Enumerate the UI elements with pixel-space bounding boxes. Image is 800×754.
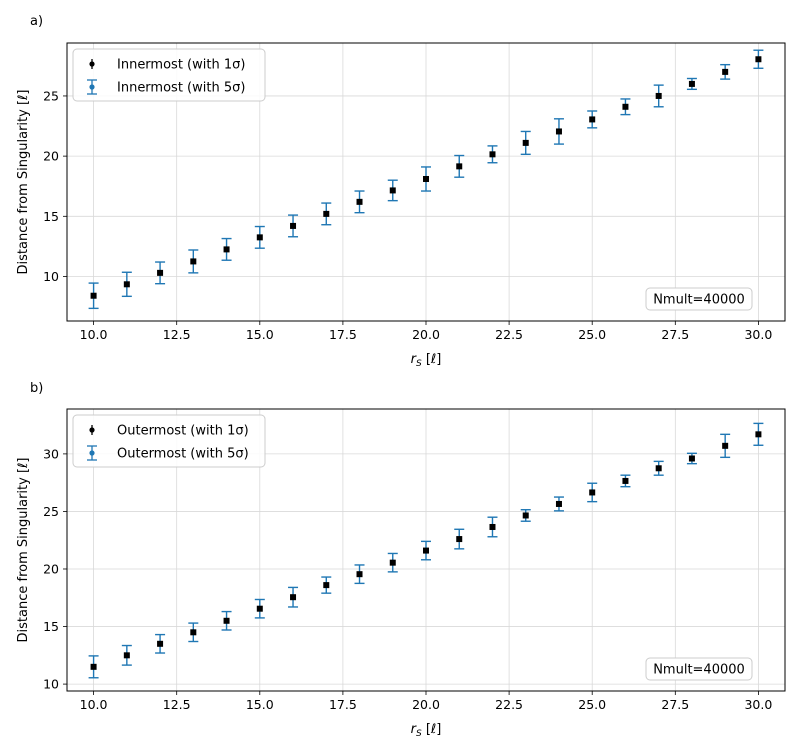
y-tick-label: 15 — [43, 209, 59, 224]
data-point — [622, 477, 629, 484]
data-point — [423, 547, 429, 554]
data-point — [456, 536, 463, 543]
x-tick-label: 15.0 — [246, 697, 274, 712]
axes-frame — [66, 42, 786, 322]
x-tick-label: 20.0 — [412, 327, 440, 342]
data-point — [522, 512, 529, 519]
legend-marker-dot — [89, 427, 95, 433]
legend-label: Innermost (with 5σ) — [117, 81, 245, 96]
data-point — [423, 175, 429, 182]
data-point — [223, 617, 230, 624]
data-point — [589, 116, 596, 123]
data-point — [522, 139, 529, 146]
data-point — [190, 629, 197, 636]
legend-label: Outermost (with 1σ) — [117, 424, 249, 439]
chart-panel-a: a) 10.0 12.5 15.0 17.5 20.0 22.5 25.0 27.5 30.0 10… — [16, 14, 786, 369]
data-point — [722, 68, 729, 75]
legend: Outermost (with 1σ) Outermost (with 5σ) — [72, 414, 266, 468]
x-tick-label: 25.0 — [578, 327, 606, 342]
x-tick-label: 27.5 — [661, 697, 689, 712]
data-point — [688, 455, 695, 462]
data-point — [323, 210, 330, 217]
data-point — [589, 489, 596, 496]
data-point — [223, 246, 230, 253]
annotation-box — [645, 287, 753, 311]
data-point — [190, 258, 197, 265]
data-point — [555, 500, 562, 507]
y-tick-label: 15 — [43, 619, 59, 634]
data-point — [655, 465, 662, 472]
x-tick-label: 30.0 — [744, 697, 772, 712]
legend-label: Innermost (with 1σ) — [117, 58, 245, 73]
data-point — [389, 559, 396, 566]
annotation-text: Nmult=40000 — [653, 293, 745, 308]
legend-box — [72, 414, 266, 468]
x-tick-label: 25.0 — [578, 697, 606, 712]
x-tick-label: 15.0 — [246, 327, 274, 342]
y-tick-label: 30 — [43, 446, 59, 461]
data-point — [755, 56, 762, 63]
x-tick-label: 30.0 — [744, 327, 772, 342]
y-tick-label: 25 — [43, 88, 59, 103]
x-tick-label: 20.0 — [412, 697, 440, 712]
x-tick-label: 10.0 — [80, 327, 108, 342]
x-tick-label: 10.0 — [80, 697, 108, 712]
x-tick-label: 17.5 — [329, 697, 357, 712]
panel-label: a) — [30, 14, 43, 29]
annotation-box — [645, 657, 753, 681]
annotation: Nmult=40000 — [645, 657, 753, 681]
data-point — [90, 663, 97, 670]
legend-label: Outermost (with 5σ) — [117, 447, 249, 462]
x-axis-label: rS [ℓ] — [411, 722, 442, 739]
x-tick-label: 12.5 — [163, 327, 191, 342]
data-point — [389, 187, 396, 194]
data-point — [489, 151, 496, 158]
axes-frame — [66, 408, 786, 692]
x-axis-label: rS [ℓ] — [411, 352, 442, 369]
chart-panel-b: b) 10.0 12.5 15.0 17.5 20.0 22.5 25.0 27.5 30.0 10… — [16, 381, 786, 739]
x-tick-label: 12.5 — [163, 697, 191, 712]
x-tick-label: 22.5 — [495, 697, 523, 712]
data-point — [722, 442, 729, 449]
x-tick-label: 27.5 — [661, 327, 689, 342]
legend-marker-dot — [89, 61, 95, 67]
data-point — [256, 605, 263, 612]
data-point — [290, 594, 297, 601]
legend-marker-dot — [89, 450, 95, 456]
data-point — [123, 281, 130, 288]
data-point — [755, 431, 762, 438]
legend-marker-dot — [89, 84, 95, 90]
data-point — [157, 269, 164, 276]
y-axis-label: Distance from Singularity [ℓ] — [16, 458, 31, 643]
data-point — [323, 582, 330, 589]
annotation: Nmult=40000 — [645, 287, 753, 311]
y-tick-label: 20 — [43, 149, 59, 164]
data-point — [489, 523, 496, 530]
y-tick-label: 10 — [43, 677, 59, 692]
legend-box — [72, 48, 266, 102]
data-point — [622, 103, 629, 110]
data-point — [256, 234, 263, 241]
data-point — [157, 640, 164, 647]
data-point — [688, 80, 695, 87]
y-tick-label: 10 — [43, 269, 59, 284]
annotation-text: Nmult=40000 — [653, 663, 745, 678]
data-point — [90, 292, 97, 299]
y-axis-label: Distance from Singularity [ℓ] — [16, 90, 31, 275]
data-point — [655, 92, 662, 99]
data-point — [456, 163, 463, 170]
data-point — [555, 128, 562, 135]
y-tick-label: 25 — [43, 504, 59, 519]
data-point — [123, 652, 130, 659]
legend: Innermost (with 1σ) Innermost (with 5σ) — [72, 48, 266, 102]
data-point — [356, 571, 363, 578]
data-point — [356, 198, 363, 205]
x-tick-label: 17.5 — [329, 327, 357, 342]
data-point — [290, 222, 297, 229]
y-tick-label: 20 — [43, 561, 59, 576]
panel-label: b) — [30, 381, 43, 396]
x-tick-label: 22.5 — [495, 327, 523, 342]
